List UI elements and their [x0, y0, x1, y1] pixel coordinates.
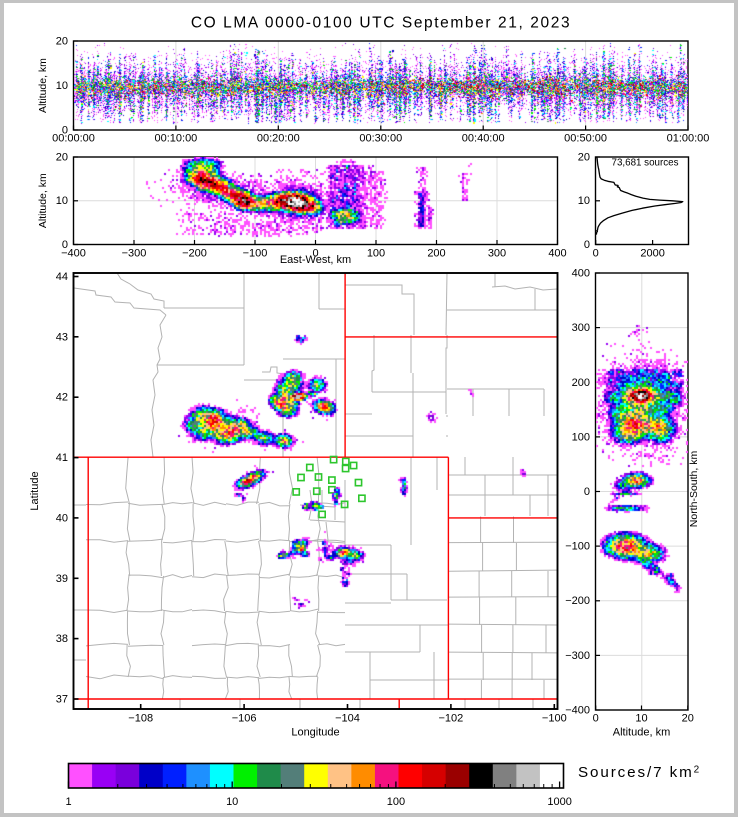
svg-text:44: 44: [56, 271, 68, 283]
svg-text:1000: 1000: [547, 796, 571, 808]
svg-text:North-South, km: North-South, km: [688, 451, 700, 528]
svg-text:0: 0: [62, 239, 68, 251]
svg-text:00:00:00: 00:00:00: [52, 133, 95, 145]
svg-text:1: 1: [65, 796, 71, 808]
svg-text:East-West, km: East-West, km: [280, 254, 351, 266]
svg-text:0: 0: [312, 248, 318, 260]
svg-text:100: 100: [572, 431, 590, 443]
svg-text:0: 0: [584, 239, 590, 251]
svg-text:−106: −106: [232, 713, 257, 725]
svg-text:400: 400: [548, 248, 566, 260]
svg-text:100: 100: [387, 796, 405, 808]
svg-text:20: 20: [682, 713, 694, 725]
svg-text:42: 42: [56, 392, 68, 404]
svg-text:0: 0: [584, 486, 590, 498]
svg-text:300: 300: [572, 322, 590, 334]
svg-text:−300: −300: [565, 650, 590, 662]
svg-text:00:30:00: 00:30:00: [359, 133, 402, 145]
svg-text:Altitude, km: Altitude, km: [37, 58, 49, 113]
svg-text:−300: −300: [122, 248, 147, 260]
svg-text:−104: −104: [335, 713, 360, 725]
svg-text:−100: −100: [542, 713, 567, 725]
svg-text:20: 20: [56, 36, 68, 48]
svg-text:20: 20: [578, 152, 590, 164]
svg-text:00:10:00: 00:10:00: [154, 133, 197, 145]
svg-text:00:40:00: 00:40:00: [462, 133, 505, 145]
svg-text:200: 200: [427, 248, 445, 260]
svg-text:37: 37: [56, 694, 68, 706]
svg-text:10: 10: [635, 713, 647, 725]
svg-text:−102: −102: [439, 713, 464, 725]
svg-text:Sources/7 km2: Sources/7 km2: [578, 764, 701, 781]
svg-text:200: 200: [572, 377, 590, 389]
svg-text:10: 10: [578, 195, 590, 207]
svg-text:−400: −400: [61, 248, 86, 260]
svg-text:43: 43: [56, 331, 68, 343]
svg-text:38: 38: [56, 633, 68, 645]
svg-text:Latitude: Latitude: [29, 471, 41, 510]
svg-text:400: 400: [572, 268, 590, 280]
svg-text:00:20:00: 00:20:00: [257, 133, 300, 145]
svg-text:Altitude, km: Altitude, km: [613, 727, 670, 739]
svg-text:Longitude: Longitude: [291, 727, 339, 739]
svg-text:100: 100: [367, 248, 385, 260]
svg-text:40: 40: [56, 512, 68, 524]
svg-text:CO LMA 0000-0100 UTC September: CO LMA 0000-0100 UTC September 21, 2023: [191, 15, 571, 32]
svg-text:10: 10: [56, 195, 68, 207]
svg-text:0: 0: [593, 248, 599, 260]
svg-text:10: 10: [226, 796, 238, 808]
svg-text:−100: −100: [243, 248, 268, 260]
svg-text:−108: −108: [128, 713, 153, 725]
svg-text:0: 0: [62, 125, 68, 137]
svg-text:−200: −200: [182, 248, 207, 260]
svg-text:−200: −200: [565, 595, 590, 607]
svg-text:Altitude, km: Altitude, km: [37, 173, 49, 228]
svg-text:300: 300: [488, 248, 506, 260]
svg-text:−400: −400: [565, 705, 590, 717]
svg-text:73,681 sources: 73,681 sources: [612, 158, 679, 169]
svg-text:41: 41: [56, 452, 68, 464]
svg-text:−100: −100: [565, 541, 590, 553]
svg-text:10: 10: [56, 80, 68, 92]
svg-text:0: 0: [593, 713, 599, 725]
svg-text:20: 20: [56, 152, 68, 164]
svg-text:01:00:00: 01:00:00: [667, 133, 710, 145]
svg-text:00:50:00: 00:50:00: [564, 133, 607, 145]
svg-text:39: 39: [56, 573, 68, 585]
svg-text:2000: 2000: [640, 248, 664, 260]
